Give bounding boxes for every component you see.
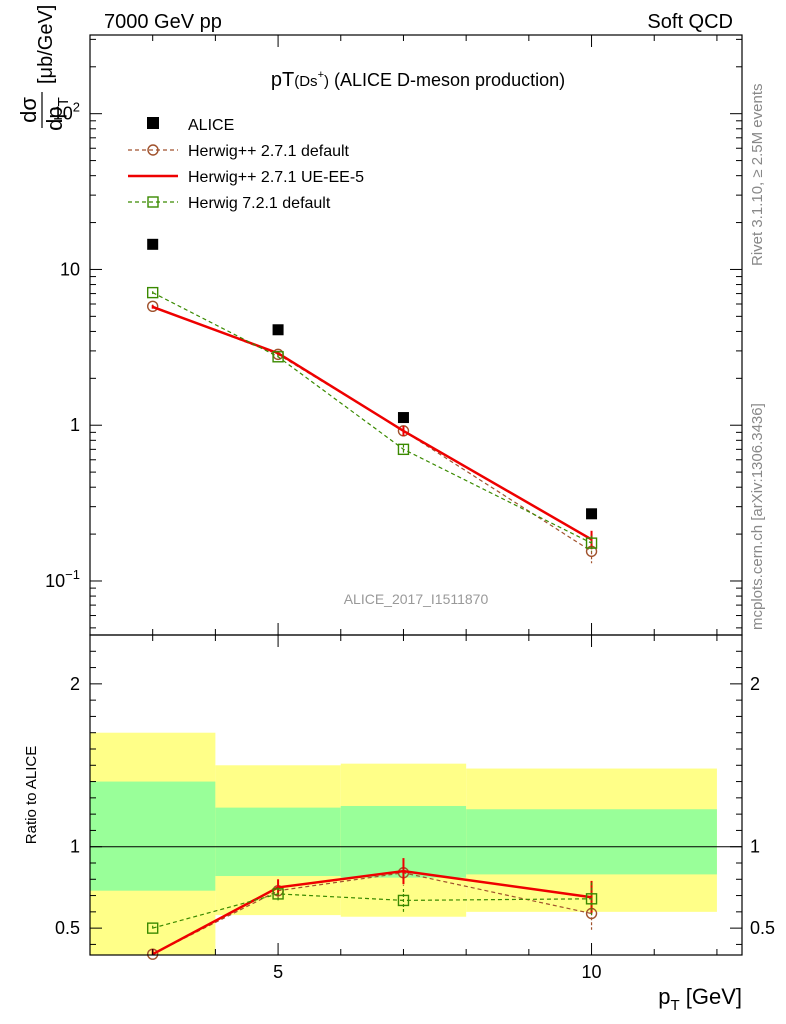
ratio-point-square (397, 894, 410, 907)
y-label-numerator: dσ (16, 97, 41, 123)
main-y-tick-label: 10−1 (45, 567, 80, 591)
ratio-point-square (146, 922, 159, 934)
alice-data-point (272, 324, 284, 336)
ratio-line-0 (152, 872, 592, 955)
x-tick-label: 5 (273, 962, 283, 982)
mcplots-reference-label: mcplots.cern.ch [arXiv:1306.3436] (749, 403, 766, 630)
main-y-tick-label: 1 (70, 415, 80, 435)
legend-label-herwig-default: Herwig++ 2.7.1 default (188, 143, 350, 160)
legend-label-alice: ALICE (188, 117, 234, 134)
legend-label-herwig-ueee5: Herwig++ 2.7.1 UE-EE-5 (188, 169, 364, 186)
ratio-y-tick-label-right: 1 (750, 837, 760, 857)
chart-title: pT(Ds+) (ALICE D-meson production) (271, 69, 565, 91)
ratio-y-tick-label-left: 2 (70, 674, 80, 694)
legend-marker-herwig72 (147, 196, 159, 208)
main-point-square (585, 537, 598, 549)
ratio-plot-frame (89, 634, 743, 956)
x-axis-label: pT [GeV] (658, 984, 742, 1014)
ratio-y-tick-label-right: 0.5 (750, 918, 775, 938)
x-tick-label: 10 (582, 962, 602, 982)
ratio-series (146, 858, 598, 960)
ratio-point-square (272, 888, 284, 900)
ratio-y-tick-label-left: 0.5 (55, 918, 80, 938)
main-point-square (272, 351, 284, 363)
y-label-unit: [μb/GeV] (35, 5, 57, 84)
main-y-tick-label: 10 (60, 259, 80, 279)
ratio-band-inner (215, 807, 341, 877)
main-point-square (146, 286, 159, 299)
legend: ALICE Herwig++ 2.7.1 default Herwig++ 2.… (128, 117, 364, 212)
analysis-watermark: ALICE_2017_I1511870 (344, 591, 489, 607)
ratio-axis-ticks: 0.5 0.5 1 1 2 2 5 10 (55, 635, 775, 982)
ratio-band-inner (90, 781, 216, 891)
ratio-uncertainty-bands (90, 732, 742, 955)
alice-data-point (147, 238, 159, 250)
header-left: 7000 GeV pp (104, 11, 222, 33)
ratio-y-tick-label-right: 2 (750, 674, 760, 694)
alice-data-point (397, 412, 409, 424)
y-label-denominator: dpT (42, 97, 72, 131)
main-y-label: dσ dpT [μb/GeV] (16, 5, 72, 131)
main-point-square (397, 443, 410, 456)
ratio-y-tick-label-left: 1 (70, 837, 80, 857)
rivet-version-label: Rivet 3.1.10, ≥ 2.5M events (749, 84, 766, 267)
header-right: Soft QCD (647, 11, 733, 33)
main-point-circle (146, 300, 159, 313)
main-line-2 (152, 305, 593, 541)
alice-data-point (586, 508, 598, 520)
main-line-3 (152, 292, 592, 544)
ratio-line-2 (152, 893, 592, 929)
main-line-1 (152, 305, 592, 552)
main-y-tick-label: 102 (53, 100, 80, 124)
legend-marker-herwig-default (147, 144, 159, 156)
ratio-line-1 (152, 869, 592, 956)
main-series (146, 238, 598, 564)
legend-marker-alice (147, 117, 159, 129)
ratio-y-label: Ratio to ALICE (23, 746, 40, 844)
ratio-band-inner (466, 809, 717, 875)
main-axis-ticks: 10−1 1 10 102 (45, 35, 742, 635)
ratio-point-square (585, 893, 598, 905)
legend-label-herwig72: Herwig 7.2.1 default (188, 195, 331, 212)
